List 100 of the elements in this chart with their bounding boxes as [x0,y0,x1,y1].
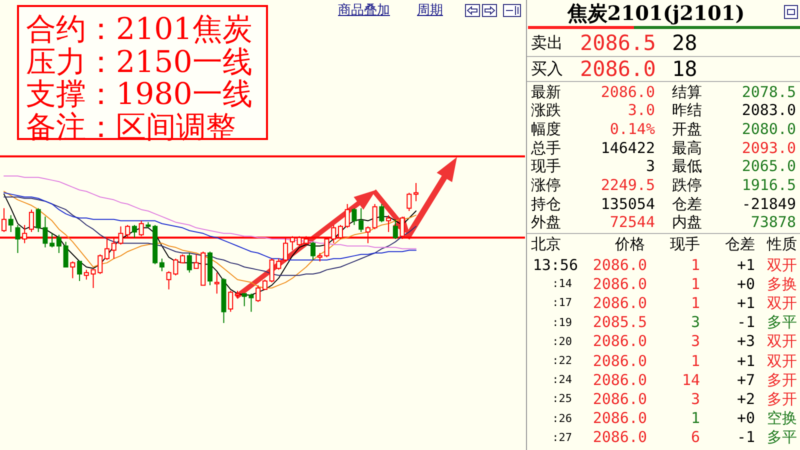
text: :14 [552,277,572,292]
text: 2086.0 [592,370,647,390]
text: 昨结 [672,101,702,120]
text: 涨停 [531,176,561,195]
text: 1916.5 [742,176,796,195]
text: 2086.0 [592,390,647,409]
text: 2080.0 [742,120,796,139]
text: 2083.0 [742,101,796,120]
candlestick [386,214,392,232]
text: +2 [736,390,755,409]
candlestick [256,284,261,303]
text: 结算 [672,82,702,102]
text: 买入 [531,59,563,79]
text: 2086.0 [592,256,647,274]
candlestick [28,209,34,232]
text: 2093.0 [742,138,796,158]
text: +3 [736,332,755,352]
text: :19 [552,316,572,330]
text: 1 [690,256,700,274]
text: 涨跌 [531,101,561,120]
text: 0.14% [610,120,655,139]
text: +1 [736,256,755,274]
text: -21849 [742,194,796,214]
text: 146422 [600,138,655,158]
text: 73878 [750,213,796,232]
text: 合约：2101焦炭 [26,12,252,47]
text: 28 [672,30,698,56]
text: 卖出 [531,33,563,53]
text: 1 [690,409,700,428]
candlestick [310,241,316,261]
candlestick [15,224,20,254]
text: 性质 [767,234,797,254]
text: 现手 [670,234,700,254]
candlestick [406,192,412,212]
text: 135054 [600,194,655,214]
text: 3 [690,390,700,409]
text: 多开 [767,370,797,390]
text: 多平 [767,313,797,332]
text: 跌停 [672,176,702,195]
text: 3.0 [628,101,655,120]
text: 双开 [767,256,797,274]
text: 1 [690,274,700,294]
text: 2085.5 [592,313,647,332]
text: +0 [736,409,755,428]
text: 3 [646,157,655,176]
candlestick [228,290,234,312]
text: 商品叠加 [338,3,390,19]
text: 双开 [767,332,797,352]
text: 价格 [615,234,645,254]
text: 北京 [531,234,561,254]
candlestick [372,204,378,230]
candlestick [132,224,137,238]
text: 3 [690,332,700,352]
text: 13:56 [532,256,578,274]
candlestick [8,214,14,232]
text: 空换 [767,409,797,428]
candlestick [63,241,68,268]
text: 焦炭2101(j2101) [566,1,746,26]
candlestick [262,279,268,290]
text: :26 [552,412,572,426]
text: 2086.0 [592,332,647,352]
candlestick [392,218,398,240]
text: 持仓 [531,194,561,214]
text: 最新 [531,82,561,102]
text: 6 [690,428,700,448]
text: 72544 [610,213,655,232]
candlestick [379,204,384,223]
text: 压力：2150一线 [26,44,252,80]
text: 开盘 [672,120,702,139]
text: 2086.0 [592,274,647,294]
text: 支撑：1980一线 [26,77,252,112]
text: 幅度 [531,120,561,139]
candlestick [358,208,364,232]
text: -1 [736,428,755,448]
text: +0 [736,274,755,294]
text: :27 [552,430,572,445]
text: 18 [672,56,698,82]
text: 3 [690,313,700,332]
text: 2078.5 [742,82,796,102]
text: :17 [552,296,572,310]
text: 仓差 [725,234,755,254]
candlestick [84,269,89,280]
text: 2086.0 [592,294,647,313]
text: 14 [682,370,700,390]
text: 2065.0 [742,157,796,176]
text: 2086.0 [592,428,647,448]
candlestick [186,252,192,274]
text: :24 [552,373,572,388]
candlestick [56,234,62,254]
candlestick [50,232,55,248]
text: 总手 [531,138,561,158]
candlestick [352,208,357,226]
text: 双开 [767,294,797,313]
text: 2086.0 [592,352,647,370]
text: 最高 [672,138,702,158]
text: 2086.0 [600,82,655,102]
text: 1 [690,294,700,313]
text: +7 [736,370,755,390]
text: 多开 [767,390,797,409]
text: 现手 [531,157,561,176]
